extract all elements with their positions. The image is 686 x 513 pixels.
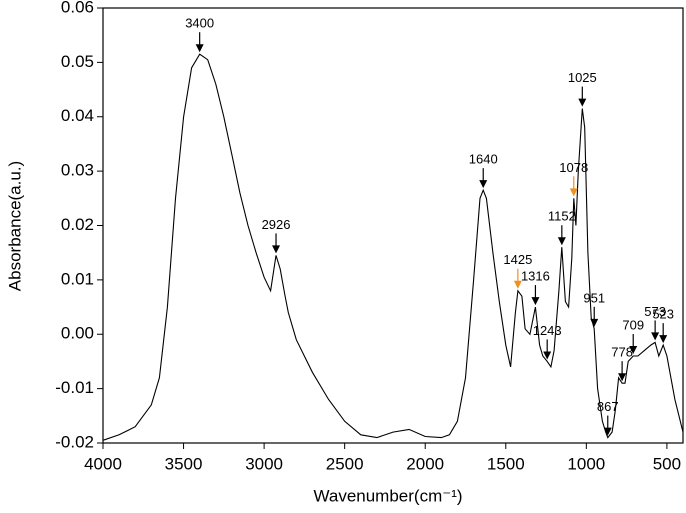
annotation-label: 1152: [548, 209, 576, 224]
annotation-label: 1425: [503, 252, 532, 267]
annotation-label: 3400: [185, 16, 214, 31]
annotation-label: 1078: [559, 160, 588, 175]
annotation-label: 1640: [469, 152, 498, 167]
annotation-arrowhead: [557, 237, 566, 246]
x-tick-label: 500: [653, 454, 681, 473]
x-tick-label: 2000: [406, 454, 444, 473]
annotation-label: 1025: [568, 70, 597, 85]
annotation-arrowhead: [629, 346, 638, 354]
annotation-arrowhead: [578, 98, 587, 107]
annotation-arrowhead: [618, 373, 627, 382]
y-tick-label: 0.02: [61, 215, 94, 234]
annotation-arrowhead: [272, 245, 281, 254]
y-tick-label: -0.01: [55, 378, 94, 397]
y-axis-label: Absorbance(a.u.): [5, 161, 24, 291]
annotation-label: 778: [611, 345, 633, 360]
annotation-arrowhead: [513, 280, 522, 289]
annotation-label: 2926: [262, 217, 291, 232]
y-tick-label: 0.04: [61, 106, 94, 125]
annotation-arrowhead: [531, 297, 540, 306]
x-tick-label: 4000: [84, 454, 122, 473]
annotation-arrowhead: [569, 188, 578, 197]
x-tick-label: 2500: [326, 454, 364, 473]
annotation-label: 709: [622, 317, 644, 332]
annotation-label: 1316: [521, 269, 550, 284]
y-tick-label: 0.05: [61, 52, 94, 71]
y-tick-label: 0.01: [61, 269, 94, 288]
annotation-arrowhead: [603, 427, 612, 436]
annotation-label: 951: [583, 290, 605, 305]
y-tick-label: 0.03: [61, 161, 94, 180]
annotation-arrowhead: [479, 180, 488, 189]
spectrum-line: [102, 53, 684, 441]
annotation-arrowhead: [590, 318, 599, 327]
x-tick-label: 1000: [567, 454, 605, 473]
annotation-label: 573: [644, 304, 666, 319]
y-tick-label: 0.00: [61, 324, 94, 343]
y-tick-label: -0.02: [55, 432, 94, 451]
x-tick-label: 3000: [245, 454, 283, 473]
annotation-label: 1243: [533, 323, 562, 338]
annotation-arrowhead: [651, 332, 660, 341]
annotation-arrowhead: [659, 335, 668, 344]
x-axis-label: Wavenumber(cm⁻¹): [313, 486, 462, 505]
annotation-arrowhead: [543, 351, 552, 360]
x-tick-label: 1500: [487, 454, 525, 473]
annotation-arrowhead: [195, 44, 204, 53]
y-tick-label: 0.06: [61, 0, 94, 16]
x-tick-label: 3500: [165, 454, 203, 473]
annotation-label: 867: [597, 399, 619, 414]
annotation-label: 523: [652, 307, 674, 322]
